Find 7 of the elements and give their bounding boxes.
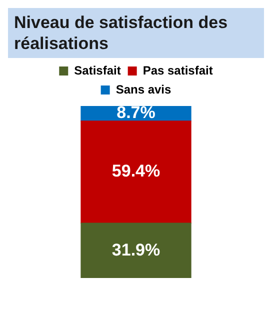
data-label: 31.9% <box>112 240 160 260</box>
legend-label: Satisfait <box>74 63 121 78</box>
data-label: 8.7% <box>116 103 156 122</box>
legend-label: Pas satisfait <box>142 63 213 78</box>
chart-title: Niveau de satisfaction des réalisations <box>8 8 264 58</box>
legend-label: Sans avis <box>116 82 172 96</box>
data-label: 59.4% <box>112 162 160 181</box>
